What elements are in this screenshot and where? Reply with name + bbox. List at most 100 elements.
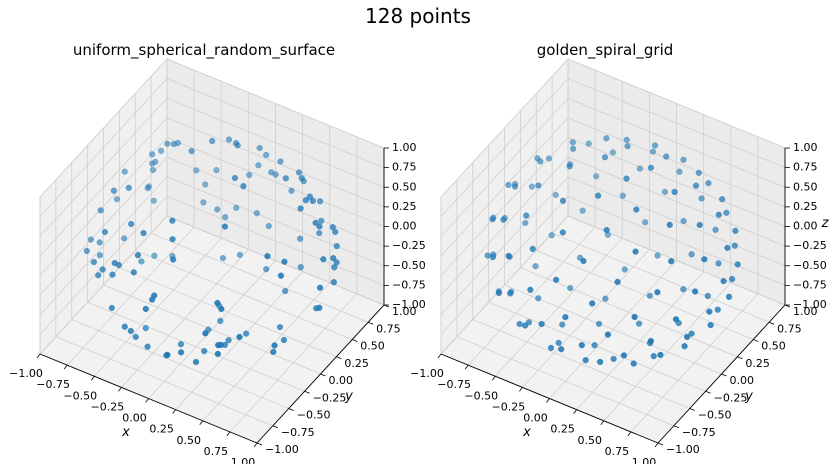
scatter-point <box>265 253 271 259</box>
scatter-point <box>604 227 610 233</box>
y-tick <box>737 357 742 359</box>
y-tick-label: −0.50 <box>297 409 331 422</box>
scatter-point <box>529 184 535 190</box>
y-tick <box>321 374 326 376</box>
scatter-point <box>278 159 284 165</box>
scatter-point <box>217 318 223 324</box>
scatter-point <box>222 214 228 220</box>
scatter-point <box>735 262 741 268</box>
scatter-point <box>625 143 631 149</box>
scatter-point <box>233 205 239 211</box>
scatter-point <box>530 246 536 252</box>
z-tick-label: −0.25 <box>392 239 426 252</box>
scatter-point <box>316 305 322 311</box>
scatter-point <box>602 154 608 160</box>
scatter-point <box>706 180 712 186</box>
z-tick-label: 0.50 <box>793 180 818 193</box>
scatter-point <box>681 218 687 224</box>
y-tick-label: 1.00 <box>392 305 417 318</box>
scatter-point <box>589 301 595 307</box>
x-tick <box>574 410 577 414</box>
z-tick-label: 0.50 <box>392 180 417 193</box>
scatter-point <box>122 324 128 330</box>
scatter-point <box>485 253 491 259</box>
scatter-point <box>278 273 284 279</box>
scatter-point <box>102 229 108 235</box>
scatter-point <box>535 183 541 189</box>
scatter-point <box>128 221 134 227</box>
scatter-point <box>220 255 226 261</box>
scatter-point <box>283 175 289 181</box>
scatter-point <box>209 138 215 144</box>
z-tick-label: 0.25 <box>793 200 818 213</box>
x-axis-label: x <box>121 425 130 440</box>
scatter-point <box>237 252 243 258</box>
scatter-point <box>169 218 175 224</box>
scatter-point <box>567 163 573 169</box>
y-tick <box>674 426 679 428</box>
scatter-point <box>556 340 562 346</box>
scatter-point <box>592 342 598 348</box>
scatter-point <box>567 285 573 291</box>
figure-suptitle: 128 points <box>365 4 471 28</box>
scatter-point <box>298 206 304 212</box>
x-tick <box>118 387 121 391</box>
y-tick <box>769 322 774 324</box>
x-tick <box>91 376 94 380</box>
y-tick <box>722 374 727 376</box>
scatter-point <box>559 322 565 328</box>
x-tick-label: 0.25 <box>550 423 575 436</box>
scatter-point <box>226 337 232 343</box>
scatter-point <box>637 166 643 172</box>
scatter-point <box>697 222 703 228</box>
scatter-point <box>620 193 626 199</box>
x-tick-label: 0.25 <box>149 423 174 436</box>
x-tick <box>438 354 441 358</box>
scatter-point <box>100 267 106 273</box>
x-axis-label: x <box>522 425 531 440</box>
scatter-point <box>282 288 288 294</box>
scatter-point <box>214 207 220 213</box>
y-tick <box>336 357 341 359</box>
scatter-point <box>270 349 276 355</box>
scatter-point <box>548 345 554 351</box>
scatter-point <box>622 267 628 273</box>
scatter-point <box>214 167 220 173</box>
scatter-point <box>330 224 336 230</box>
scatter-point <box>558 346 564 352</box>
scatter-point <box>539 321 545 327</box>
scatter-point <box>549 232 555 238</box>
z-tick-label: 1.00 <box>392 141 417 154</box>
scatter-point <box>610 150 616 156</box>
scatter-point <box>121 235 127 241</box>
scatter-point <box>636 321 642 327</box>
y-tick-label: −1.00 <box>265 443 299 456</box>
scatter-point <box>243 331 249 337</box>
scatter-point <box>699 196 705 202</box>
x-tick <box>64 365 67 369</box>
x-tick <box>547 399 550 403</box>
scatter-point <box>150 167 156 173</box>
x-tick <box>465 365 468 369</box>
y-tick <box>658 443 663 445</box>
scatter-point <box>143 306 149 312</box>
scatter-point <box>330 255 336 261</box>
y-tick-label: 0.25 <box>344 357 369 370</box>
scatter-point <box>657 352 663 358</box>
scatter-point <box>193 167 199 173</box>
scatter-point <box>535 295 541 301</box>
x-tick-label: −0.25 <box>492 400 526 413</box>
x-tick <box>173 410 176 414</box>
scatter-point <box>318 218 324 224</box>
scatter-point <box>684 334 690 340</box>
scatter-point <box>232 175 238 181</box>
scatter-point <box>546 156 552 162</box>
z-axis-label: z <box>821 216 830 231</box>
scatter-point <box>254 210 260 216</box>
scatter-point <box>139 259 145 265</box>
scatter-point <box>663 154 669 160</box>
scatter-point <box>317 198 323 204</box>
scatter-point <box>246 172 252 178</box>
scatter-point <box>145 185 151 191</box>
